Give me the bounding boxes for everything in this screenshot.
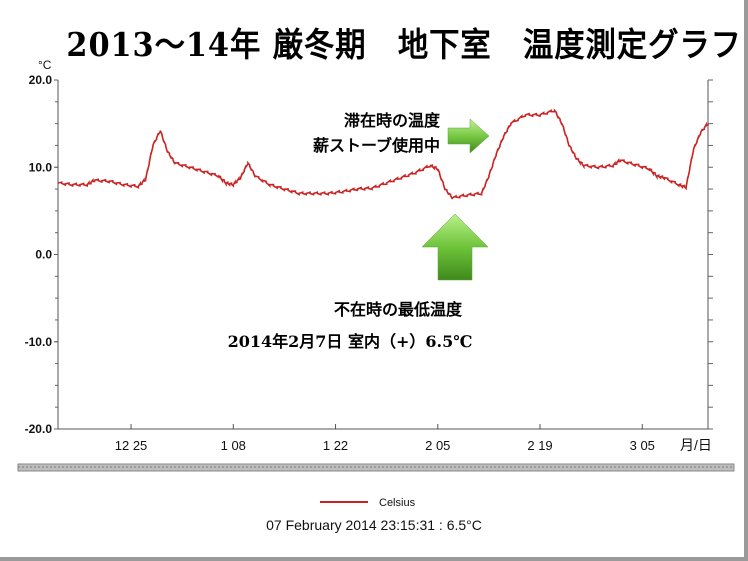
x-tick-label: 2 05 (425, 438, 450, 453)
annotation-absent-line2: 2014年2月7日 室内（+）6.5℃ (228, 332, 473, 351)
y-tick-label: -10.0 (25, 335, 53, 349)
chart-title: 2013～14年 厳冬期 地下室 温度測定グラフ (66, 25, 742, 64)
arrow-right-icon (447, 118, 490, 154)
x-axis-ticks: 12 25 1 08 1 22 2 05 2 19 3 05 (115, 424, 655, 453)
y-axis-ticks: 20.0 10.0 0.0 -10.0 -20.0 (25, 73, 58, 436)
annotation-stay-line1: 滞在時の温度 (344, 111, 441, 130)
x-tick-label: 2 19 (527, 438, 552, 453)
series-line-celsius (57, 108, 709, 200)
x-axis-label: 月/日 (680, 437, 712, 453)
x-tick-label: 1 22 (323, 438, 348, 453)
y-tick-label: 20.0 (29, 73, 53, 87)
arrow-up-icon (421, 213, 489, 281)
readout: 07 February 2014 23:15:31 : 6.5°C (266, 517, 482, 533)
legend-label: Celsius (379, 497, 416, 509)
legend: Celsius (320, 497, 416, 509)
annotation-stay-line2: 薪ストーブ使用中 (313, 136, 440, 155)
x-tick-label: 12 25 (115, 438, 148, 453)
y-tick-label: -20.0 (25, 422, 53, 436)
y-tick-label: 0.0 (35, 248, 52, 262)
x-tick-label: 3 05 (630, 438, 655, 453)
annotation-absent-line1: 不在時の最低温度 (334, 300, 463, 319)
y-tick-label: 10.0 (29, 160, 53, 174)
right-axis-ticks (708, 79, 713, 430)
x-tick-label: 1 08 (221, 438, 246, 453)
unit-label: °C (38, 58, 52, 72)
